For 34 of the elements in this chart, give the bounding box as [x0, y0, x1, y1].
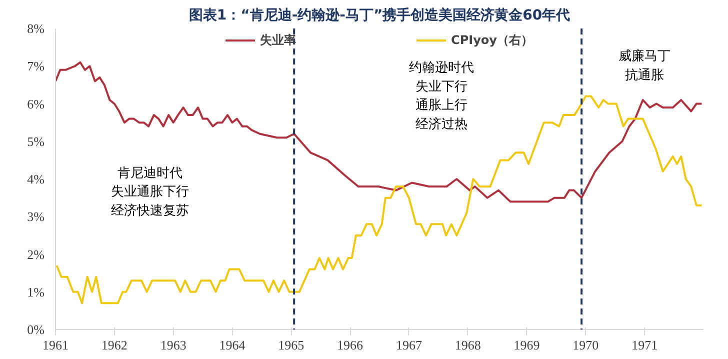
y-tick-label: 3%: [27, 209, 45, 224]
x-tick-label: 1965: [278, 338, 304, 352]
line-series: [56, 95, 703, 304]
y-tick-label: 7%: [27, 58, 45, 74]
x-tick-label: 1966: [337, 338, 364, 352]
annotation: 失业通胀下行: [110, 184, 189, 200]
y-tick-label: 8%: [27, 21, 45, 36]
annotation: 经济过热: [415, 116, 468, 132]
legend-label: 失业率: [260, 32, 296, 48]
annotation: 通胀上行: [415, 98, 468, 114]
annotation: 威廉马丁: [618, 49, 671, 64]
x-tick-label: 1971: [632, 338, 658, 352]
annotation: 肯尼迪时代: [117, 166, 182, 181]
x-tick-label: 1969: [514, 338, 540, 352]
line-series: [56, 61, 703, 203]
y-tick-label: 4%: [27, 172, 45, 186]
annotation: 抗通胀: [625, 68, 664, 84]
annotation: 约翰逊时代: [408, 60, 474, 76]
y-tick-label: 5%: [27, 134, 45, 149]
y-tick-label: 6%: [27, 96, 45, 112]
annotation: 失业下行: [415, 79, 468, 94]
y-tick-label: 1%: [27, 284, 45, 300]
y-tick-label: 2%: [27, 246, 45, 262]
legend-label: CPIyoy（右）: [451, 32, 533, 48]
x-tick-label: 1963: [160, 338, 186, 352]
x-tick-label: 1961: [42, 338, 68, 352]
chart-title: 图表1：“肯尼迪-约翰逊-马丁”携手创造美国经济黄金60年代: [188, 6, 570, 24]
x-tick-label: 1964: [219, 338, 246, 352]
x-tick-label: 1967: [396, 338, 422, 352]
annotation: 经济快速复苏: [110, 204, 189, 219]
x-tick-label: 1970: [572, 338, 599, 352]
y-tick-label: 0%: [27, 322, 45, 337]
x-tick-label: 1968: [454, 338, 481, 352]
x-tick-label: 1962: [101, 338, 128, 352]
